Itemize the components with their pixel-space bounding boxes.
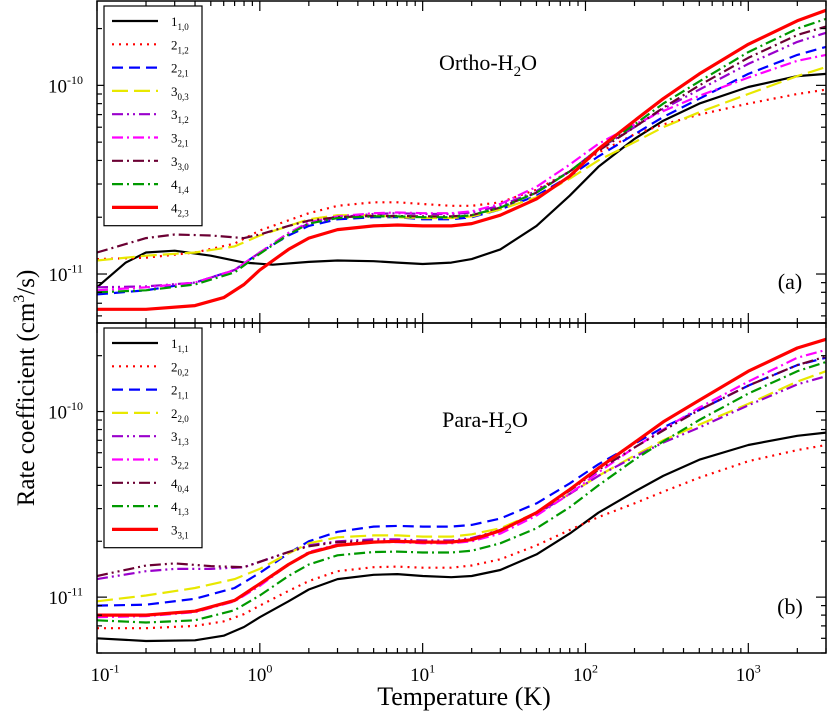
legend-label: 21,2 <box>171 37 189 55</box>
legend-label: 11,0 <box>171 14 189 32</box>
series-line-3-3-1 <box>97 337 826 617</box>
y-tick-label: 10-10 <box>48 399 83 424</box>
legend-label: 11,1 <box>171 336 189 354</box>
chart-panel-b: 10-11 10-10 10-1 100 101 102 103 Para-H2O (b) 11,… <box>48 322 827 686</box>
legend-label: 22,0 <box>171 406 189 424</box>
chart-panel-a: 10-11 10-10 Ortho-H2O (a) 11,0 21,2 22,1 30,3 31… <box>48 0 827 324</box>
series-line-2-1-2 <box>97 88 826 261</box>
series-line-1-1-1 <box>97 431 826 643</box>
legend-label: 41,3 <box>171 499 189 517</box>
y-tick-label: 10-11 <box>48 585 83 610</box>
series-line-3-0-3 <box>97 66 826 262</box>
legend-label: 40,4 <box>171 476 189 494</box>
series-line-2-0-2 <box>97 443 826 630</box>
panel-title: Para-H2O <box>442 407 528 437</box>
legend-box <box>103 327 203 549</box>
series-line-2-2-0 <box>97 370 826 603</box>
x-tick-label: 100 <box>247 661 272 686</box>
series-line-1-1-0 <box>97 72 826 289</box>
y-axis-label: Rate coefficient (cm3/s) <box>11 270 40 507</box>
legend-label: 22,1 <box>171 61 189 79</box>
panel-label: (b) <box>777 594 803 619</box>
plot-frame <box>96 322 827 654</box>
legend-label: 31,3 <box>171 429 189 447</box>
panel-title: Ortho-H2O <box>439 50 537 80</box>
legend-label: 32,1 <box>171 131 189 149</box>
legend-label: 21,1 <box>171 383 189 401</box>
legend-label: 33,1 <box>171 522 189 540</box>
series-line-3-1-2 <box>97 31 826 289</box>
x-tick-label: 101 <box>410 661 435 686</box>
series-line-4-0-4 <box>97 355 826 578</box>
legend-label: 42,3 <box>171 200 189 218</box>
y-tick-label: 10-11 <box>48 261 83 286</box>
legend-box <box>103 5 203 227</box>
legend-label: 31,2 <box>171 107 189 125</box>
x-tick-label: 10-1 <box>91 661 120 686</box>
legend-label: 20,2 <box>171 359 189 377</box>
x-axis-label: Temperature (K) <box>377 682 551 711</box>
legend-label: 32,2 <box>171 453 189 471</box>
x-tick-label: 103 <box>736 661 761 686</box>
legend-label: 33,0 <box>171 154 189 172</box>
series-line-2-2-1 <box>97 45 826 296</box>
legend-label: 41,4 <box>171 177 189 195</box>
series-line-4-2-3 <box>97 8 826 311</box>
panel-label: (a) <box>778 269 802 294</box>
legend-label: 30,3 <box>171 84 189 102</box>
y-tick-label: 10-10 <box>48 73 83 98</box>
x-tick-label: 102 <box>573 661 598 686</box>
series-line-4-1-4 <box>97 17 826 294</box>
